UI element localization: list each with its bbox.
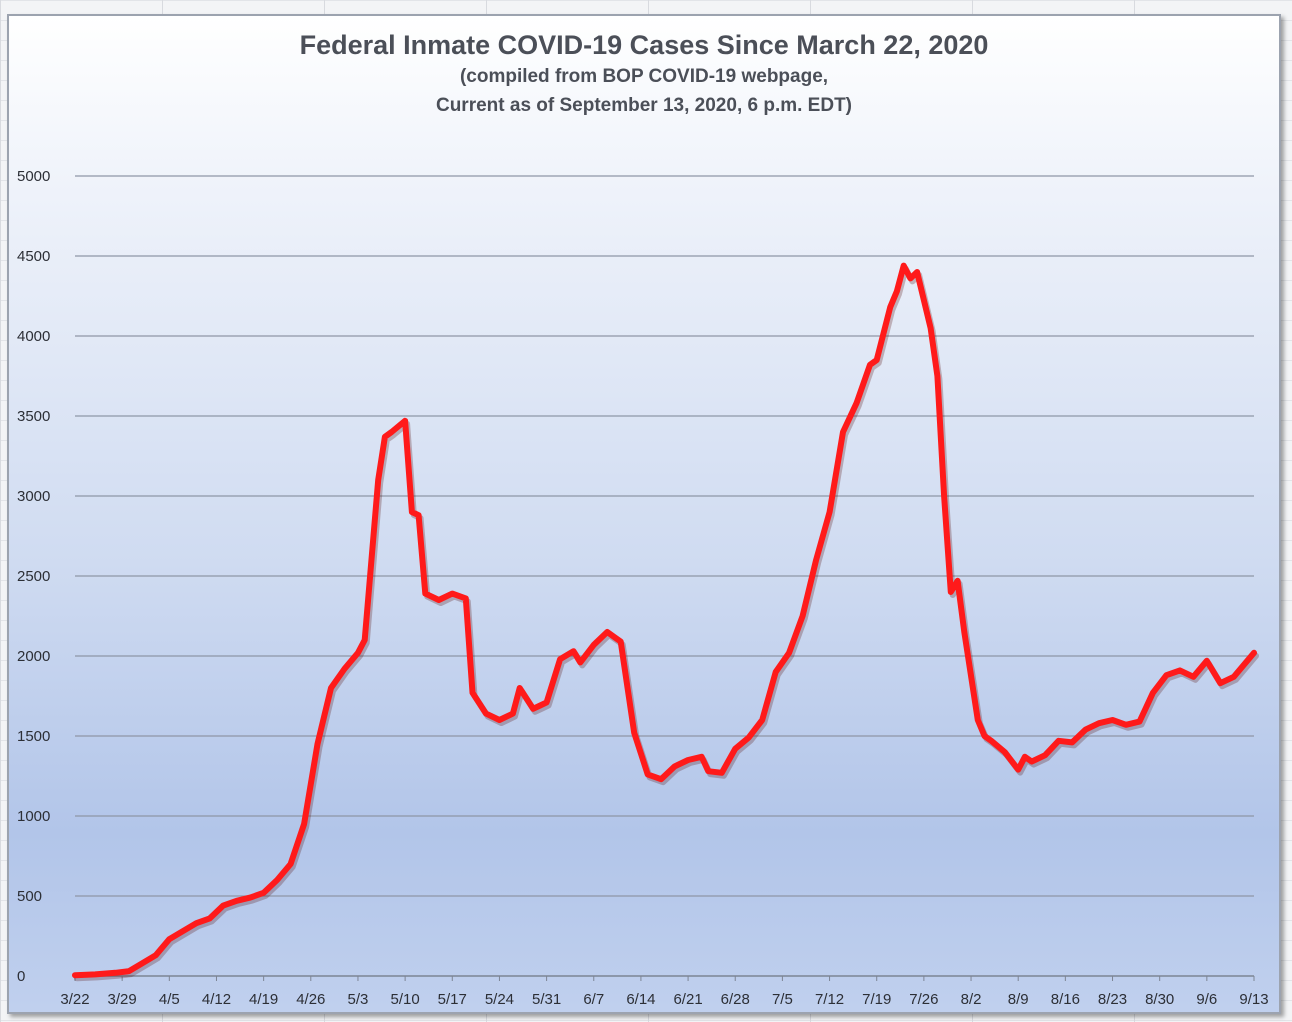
- x-tick-label: 8/16: [1051, 991, 1080, 1008]
- x-tick-label: 5/10: [391, 991, 420, 1008]
- chart-subtitle-line-2: Current as of September 13, 2020, 6 p.m.…: [435, 95, 853, 116]
- y-tick-label: 2500: [17, 568, 50, 585]
- series-group: [72, 262, 1259, 982]
- series-line-0: [72, 262, 1257, 979]
- x-tick-label: 8/23: [1098, 991, 1127, 1008]
- x-tick-label: 3/29: [108, 991, 137, 1008]
- x-tick-label: 6/28: [721, 991, 750, 1008]
- chart-titles: Federal Inmate COVID-19 Cases Since Marc…: [9, 28, 1279, 120]
- x-tick-label: 5/24: [485, 991, 514, 1008]
- x-tick-label: 9/13: [1239, 991, 1268, 1008]
- x-axis-ticks: 3/22 3/29 4/5 4/12 4/19 4/26 5/3 5/10 5/17 5/24 5/…: [60, 976, 1269, 1008]
- y-tick-label: 0: [17, 968, 25, 985]
- x-tick-label: 6/7: [583, 991, 604, 1008]
- x-tick-label: 7/26: [909, 991, 938, 1008]
- gridlines: [75, 175, 1254, 977]
- y-tick-label: 5000: [17, 168, 50, 185]
- x-tick-label: 9/6: [1196, 991, 1217, 1008]
- y-axis-ticks: 0 500 1000 1500 2000 2500 3000 3500 4000 4500 5000: [17, 168, 50, 985]
- chart-area[interactable]: Federal Inmate COVID-19 Cases Since Marc…: [7, 14, 1281, 1014]
- x-tick-label: 4/12: [202, 991, 231, 1008]
- y-tick-label: 3000: [17, 488, 50, 505]
- chart-title: Federal Inmate COVID-19 Cases Since Marc…: [299, 30, 989, 60]
- y-tick-label: 3500: [17, 408, 50, 425]
- y-tick-label: 1000: [17, 808, 50, 825]
- x-tick-label: 4/26: [296, 991, 325, 1008]
- x-tick-label: 5/17: [438, 991, 467, 1008]
- x-tick-label: 6/14: [626, 991, 655, 1008]
- y-tick-label: 1500: [17, 728, 50, 745]
- y-tick-label: 4000: [17, 328, 50, 345]
- x-tick-label: 3/22: [60, 991, 89, 1008]
- x-tick-label: 8/2: [961, 991, 982, 1008]
- y-tick-label: 500: [17, 888, 42, 905]
- x-tick-label: 8/9: [1008, 991, 1029, 1008]
- series-line-shadow: [74, 265, 1259, 982]
- x-tick-label: 4/5: [159, 991, 180, 1008]
- y-tick-label: 4500: [17, 248, 50, 265]
- x-tick-label: 7/12: [815, 991, 844, 1008]
- x-tick-label: 4/19: [249, 991, 278, 1008]
- x-tick-label: 7/5: [772, 991, 793, 1008]
- chart-subtitle-line-1: (compiled from BOP COVID-19 webpage,: [459, 66, 829, 87]
- line-chart-plot: 0 500 1000 1500 2000 2500 3000 3500 4000 4500 5000…: [17, 168, 1269, 1008]
- x-tick-label: 5/31: [532, 991, 561, 1008]
- x-tick-label: 8/30: [1145, 991, 1174, 1008]
- x-tick-label: 5/3: [348, 991, 369, 1008]
- y-tick-label: 2000: [17, 648, 50, 665]
- x-tick-label: 7/19: [862, 991, 891, 1008]
- x-tick-label: 6/21: [673, 991, 702, 1008]
